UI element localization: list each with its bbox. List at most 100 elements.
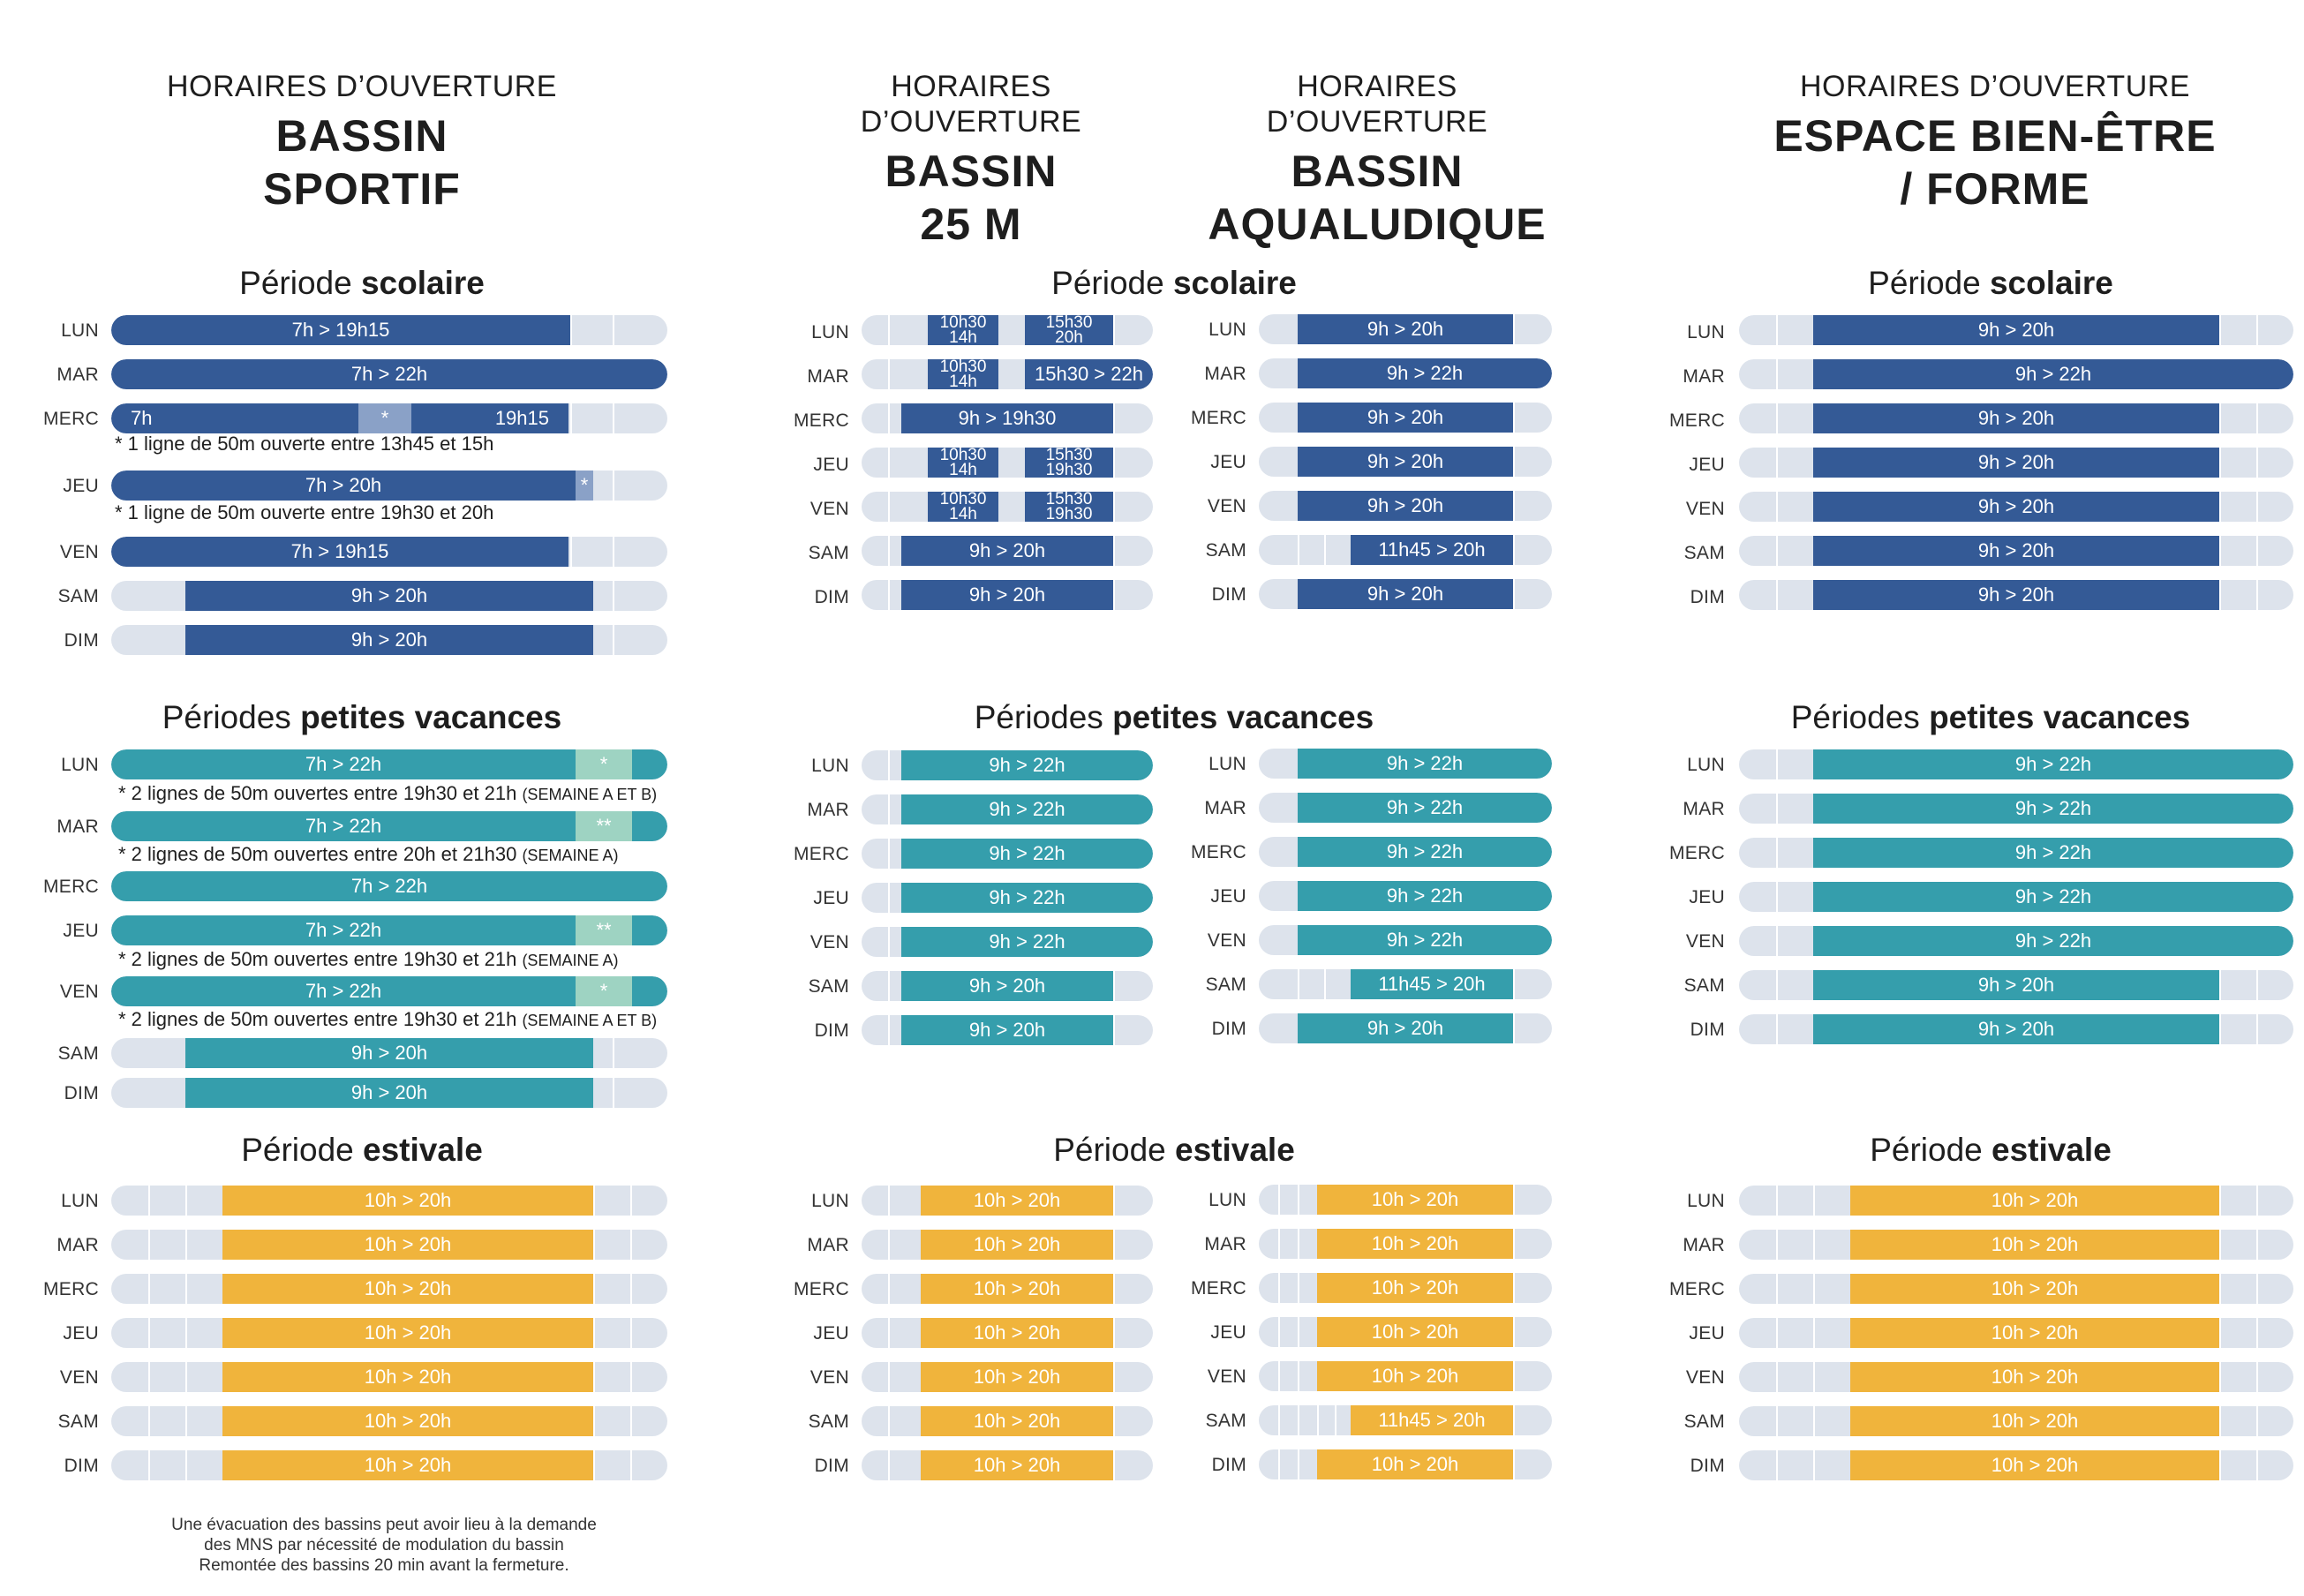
grid-line: [2256, 315, 2258, 345]
time-close: 14h: [949, 461, 977, 478]
day-label: VEN: [1207, 930, 1246, 951]
grid-line: [1513, 403, 1515, 433]
grid-line: [1513, 1185, 1515, 1215]
schedule-track: 10h > 20h: [1739, 1318, 2293, 1348]
time-bar: 9h > 22h: [1813, 926, 2293, 956]
footnote-detail: (SEMAINE A): [522, 952, 619, 969]
day-label: MAR: [807, 1235, 849, 1255]
day-label: MAR: [56, 365, 99, 385]
schedule-track: 9h > 20h: [1739, 1014, 2293, 1044]
schedule-track: 9h > 20h: [1739, 403, 2293, 433]
schedule-track: 9h > 20h: [1739, 970, 2293, 1000]
schedule-track: 9h > 20h: [862, 580, 1153, 610]
title-bold: scolaire: [1989, 265, 2113, 301]
grid-line: [1298, 969, 1299, 999]
grid-line: [1776, 492, 1778, 522]
title-pre: Période: [241, 1132, 364, 1168]
time-bar: 9h > 22h: [1298, 358, 1552, 388]
grid-line: [570, 403, 572, 433]
time-open: 10h30: [939, 492, 987, 508]
grid-line: [1776, 1406, 1778, 1436]
grid-line: [593, 1450, 595, 1480]
grid-line: [1776, 1450, 1778, 1480]
time-bar: 9h > 20h: [901, 971, 1113, 1001]
header-line1: BASSIN: [885, 147, 1058, 196]
schedule-track: 9h > 20h: [1259, 447, 1552, 477]
time-bar: 7h > 22h: [111, 915, 576, 945]
schedule-track: 10h > 20h: [111, 1186, 667, 1216]
grid-line: [2256, 448, 2258, 478]
day-label: VEN: [1685, 931, 1725, 952]
grid-line: [148, 1406, 150, 1436]
grid-line: [1298, 1185, 1299, 1215]
day-label: DIM: [1211, 1019, 1246, 1039]
grid-line: [2256, 580, 2258, 610]
schedule-track: 10h > 20h: [1739, 1230, 2293, 1260]
footer-line: Une évacuation des bassins peut avoir li…: [171, 1516, 597, 1534]
time-open: 15h30: [1045, 315, 1093, 332]
day-label: MAR: [1683, 1235, 1725, 1255]
day-label: MERC: [793, 410, 849, 431]
grid-line: [613, 625, 614, 655]
schedule-track: 10h > 20h: [1739, 1186, 2293, 1216]
grid-line: [1513, 969, 1515, 999]
day-label: MERC: [42, 877, 99, 897]
grid-line: [888, 839, 890, 869]
grid-line: [1776, 1318, 1778, 1348]
grid-line: [888, 492, 890, 522]
day-label: VEN: [1685, 1367, 1725, 1388]
title-bold: petites vacances: [300, 699, 562, 735]
time-bar: 7h > 20h: [111, 471, 576, 501]
grid-line: [1813, 1230, 1815, 1260]
time-bar: 11h45 > 20h: [1351, 969, 1513, 999]
title-pre: Périodes: [162, 699, 301, 735]
schedule-track: 9h > 20h: [1259, 1013, 1552, 1043]
grid-line: [1513, 447, 1515, 477]
day-label: JEU: [1210, 452, 1246, 472]
title-bold: petites vacances: [1112, 699, 1374, 735]
grid-line: [1113, 1362, 1115, 1392]
grid-line: [148, 1362, 150, 1392]
time-bar: 9h > 20h: [185, 581, 593, 611]
header-line2: 25 M: [920, 200, 1022, 249]
grid-line: [630, 1274, 632, 1304]
grid-line: [2219, 1318, 2221, 1348]
grid-line: [1513, 1405, 1515, 1435]
footnote: * 2 lignes de 50m ouvertes entre 20h et …: [118, 843, 618, 866]
grid-line: [1776, 315, 1778, 345]
time-bar: 9h > 20h: [1298, 579, 1513, 609]
day-label: SAM: [57, 586, 99, 606]
time-bar: 10h30 14h: [928, 492, 998, 522]
footnote-text: * 2 lignes de 50m ouvertes entre 19h30 e…: [118, 948, 523, 970]
time-bar: 7h > 22h: [111, 976, 576, 1006]
time-open: 10h30: [939, 359, 987, 376]
grid-line: [1813, 1318, 1815, 1348]
footer-line: des MNS par nécessité de modulation du b…: [204, 1536, 564, 1555]
footnote-detail: (SEMAINE A): [522, 847, 619, 864]
day-label: JEU: [1689, 887, 1725, 907]
time-bar: 7h > 22h: [111, 871, 667, 901]
grid-line: [613, 537, 614, 567]
schedule-track: 9h > 22h: [1259, 749, 1552, 779]
time-bar: 9h > 20h: [1298, 491, 1513, 521]
header-line1: BASSIN: [1291, 147, 1464, 196]
title-estivale-middle: Période estivale: [936, 1132, 1412, 1169]
grid-line: [1776, 794, 1778, 824]
schedule-track: 9h > 20h: [1259, 314, 1552, 344]
header-line2: SPORTIF: [263, 164, 461, 214]
grid-line: [888, 536, 890, 566]
schedule-track: 9h > 22h: [1259, 881, 1552, 911]
grid-line: [2219, 1450, 2221, 1480]
grid-line: [1113, 315, 1115, 345]
day-label: JEU: [63, 476, 99, 496]
schedule-track: 7h > 22h: [111, 359, 667, 389]
grid-line: [2256, 1186, 2258, 1216]
grid-line: [185, 1450, 187, 1480]
schedule-track: 10h > 20h: [862, 1186, 1153, 1216]
title-scolaire-bienetre: Période scolaire: [1766, 265, 2216, 302]
time-bar: [632, 976, 667, 1006]
day-label: MERC: [42, 409, 99, 429]
time-bar: 10h > 20h: [222, 1186, 593, 1216]
time-bar: 10h > 20h: [1317, 1273, 1513, 1303]
grid-line: [185, 1186, 187, 1216]
